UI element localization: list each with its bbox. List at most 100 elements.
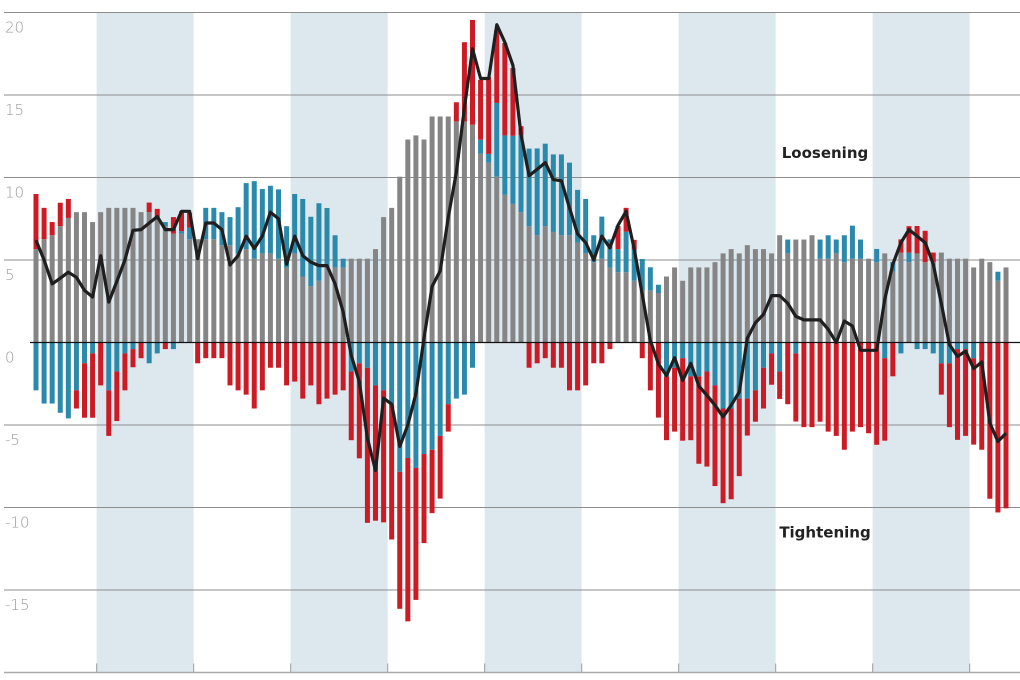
- red-segment: [906, 226, 912, 253]
- gray-segment: [461, 121, 467, 343]
- red-segment: [882, 358, 888, 441]
- blue-segment: [761, 342, 766, 368]
- blue-segment: [583, 198, 589, 254]
- blue-segment: [785, 239, 791, 254]
- gray-segment: [607, 267, 613, 343]
- red-segment: [930, 252, 936, 263]
- x-axis: [4, 663, 1020, 674]
- gray-segment: [98, 212, 104, 343]
- blue-segment: [825, 235, 831, 259]
- red-segment: [914, 226, 920, 254]
- red-segment: [526, 342, 532, 368]
- blue-segment: [696, 342, 702, 377]
- gray-segment: [502, 194, 508, 343]
- red-segment: [494, 29, 500, 103]
- gray-segment: [437, 116, 443, 343]
- blue-segment: [963, 342, 969, 350]
- red-segment: [550, 342, 556, 368]
- gray-segment: [389, 207, 395, 343]
- blue-segment: [381, 342, 387, 391]
- blue-segment: [615, 249, 621, 273]
- gray-segment: [955, 258, 960, 343]
- red-segment: [82, 363, 87, 418]
- y-axis-tick-labels: 20 15 10 5 0 -5 -10 -15: [5, 19, 30, 615]
- blue-segment: [41, 342, 47, 404]
- gray-segment: [219, 245, 225, 343]
- red-segment: [138, 342, 144, 359]
- gray-segment: [979, 258, 985, 343]
- y-tick-label: 20: [5, 19, 24, 37]
- blue-segment: [567, 162, 572, 236]
- gray-segment: [413, 135, 419, 343]
- red-segment: [825, 342, 831, 432]
- gray-segment: [971, 267, 977, 343]
- gray-segment: [720, 253, 726, 343]
- gray-segment: [235, 253, 241, 343]
- red-segment: [308, 342, 314, 386]
- red-segment: [809, 342, 815, 428]
- gray-segment: [526, 226, 532, 343]
- gray-segment: [478, 153, 484, 343]
- gray-segment: [833, 253, 839, 343]
- blue-segment: [995, 271, 1001, 281]
- red-segment: [510, 68, 516, 136]
- gray-segment: [736, 253, 742, 343]
- y-tick-label: -15: [5, 596, 30, 614]
- blue-segment: [478, 139, 484, 154]
- red-segment: [615, 226, 621, 250]
- gray-segment: [534, 235, 540, 343]
- blue-segment: [90, 342, 96, 354]
- gray-segment: [162, 226, 168, 343]
- red-segment: [243, 342, 249, 395]
- blue-segment: [429, 342, 435, 450]
- blue-segment: [389, 342, 395, 405]
- gray-segment: [639, 290, 645, 343]
- gray-segment: [785, 253, 791, 343]
- gray-segment: [405, 139, 411, 343]
- gray-segment: [300, 276, 306, 343]
- red-segment: [623, 207, 629, 232]
- gray-segment: [987, 262, 993, 343]
- red-segment: [946, 363, 952, 428]
- blue-segment: [833, 239, 839, 254]
- red-segment: [259, 342, 265, 391]
- red-segment: [397, 471, 403, 609]
- gray-segment: [33, 249, 39, 343]
- blue-segment: [316, 203, 322, 281]
- blue-segment: [259, 189, 265, 254]
- gray-segment: [203, 239, 209, 343]
- blue-segment: [300, 198, 306, 277]
- blue-segment: [486, 153, 492, 163]
- blue-segment: [817, 239, 823, 259]
- blue-segment: [33, 342, 39, 391]
- blue-segment: [162, 222, 168, 227]
- gray-segment: [874, 262, 880, 343]
- gray-segment: [542, 226, 548, 343]
- blue-segment: [882, 342, 888, 359]
- gray-segment: [615, 272, 621, 343]
- red-segment: [98, 342, 104, 386]
- red-segment: [534, 342, 540, 364]
- gray-segment: [316, 280, 322, 343]
- blue-segment: [130, 342, 136, 350]
- blue-segment: [154, 342, 160, 354]
- blue-segment: [251, 181, 257, 259]
- gray-segment: [866, 258, 872, 343]
- gray-segment: [752, 249, 758, 343]
- blue-segment: [639, 259, 645, 291]
- blue-segment: [187, 227, 193, 240]
- blue-segment: [57, 342, 63, 413]
- red-segment: [938, 363, 944, 395]
- gray-segment: [688, 267, 694, 343]
- blue-segment: [235, 207, 241, 254]
- red-segment: [752, 390, 758, 422]
- gray-segment: [995, 280, 1001, 343]
- blue-segment: [793, 342, 799, 354]
- red-segment: [251, 342, 257, 409]
- blue-segment: [688, 342, 694, 377]
- gray-segment: [567, 235, 572, 343]
- red-segment: [316, 342, 322, 405]
- gray-segment: [138, 212, 144, 343]
- blue-segment: [146, 342, 152, 364]
- red-segment: [170, 217, 176, 234]
